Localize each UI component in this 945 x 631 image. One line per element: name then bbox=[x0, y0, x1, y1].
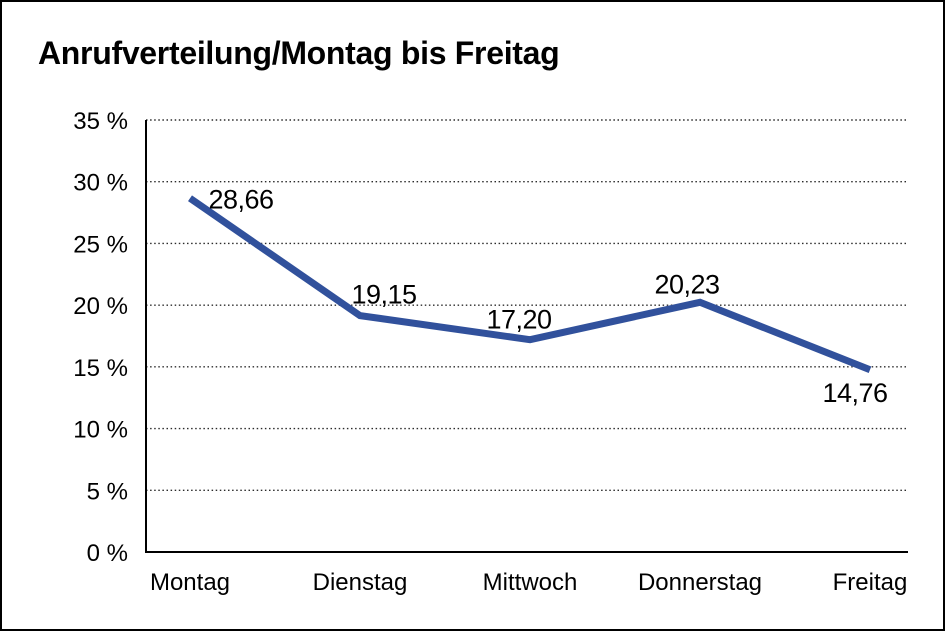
x-axis-label: Freitag bbox=[833, 569, 908, 596]
data-point-label: 17,20 bbox=[486, 305, 551, 335]
y-axis-tick-label: 15 % bbox=[73, 355, 128, 382]
y-axis-tick-label: 5 % bbox=[87, 478, 128, 505]
x-axis-label: Mittwoch bbox=[483, 569, 578, 596]
y-axis-tick-label: 30 % bbox=[73, 170, 128, 197]
x-axis-label: Montag bbox=[150, 569, 230, 596]
y-axis-tick-label: 20 % bbox=[73, 293, 128, 320]
data-point-label: 20,23 bbox=[654, 269, 719, 299]
chart-title: Anrufverteilung/Montag bis Freitag bbox=[38, 35, 560, 71]
x-axis-label: Donnerstag bbox=[638, 569, 762, 596]
data-series-line bbox=[188, 195, 872, 374]
y-axis-tick-label: 10 % bbox=[73, 417, 128, 444]
y-axis-tick-label: 25 % bbox=[73, 231, 128, 258]
data-point-label: 19,15 bbox=[351, 280, 416, 310]
y-axis-tick-label: 35 % bbox=[73, 108, 128, 135]
data-point-label: 14,76 bbox=[822, 378, 887, 408]
data-point-label: 28,66 bbox=[208, 184, 273, 214]
y-axis-tick-label: 0 % bbox=[87, 540, 128, 567]
x-axis-label: Dienstag bbox=[313, 569, 408, 596]
